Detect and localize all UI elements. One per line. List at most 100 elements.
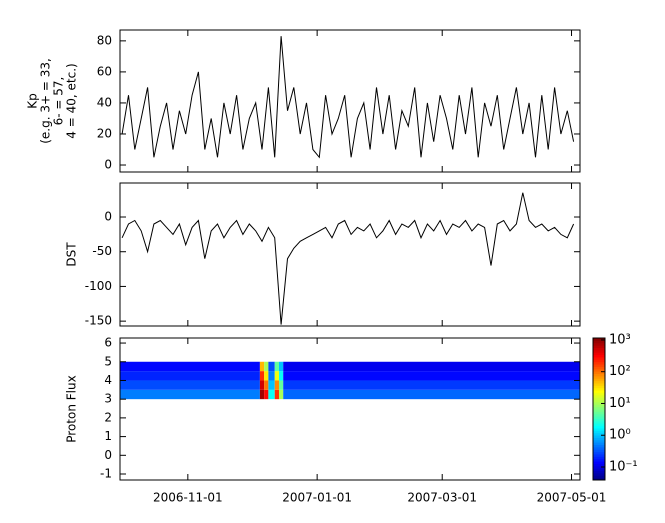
y-axis-label: DST — [65, 242, 79, 267]
colorbar-step — [593, 371, 605, 374]
colorbar-step — [593, 378, 605, 382]
y-axis-label: 6- = 57, — [52, 77, 66, 126]
colorbar-step — [593, 425, 605, 429]
colorbar-step — [593, 399, 605, 403]
colorbar-step — [593, 349, 605, 353]
colorbar-step — [593, 404, 605, 408]
colorbar-step — [593, 409, 605, 412]
colorbar-step — [593, 382, 605, 386]
cell — [283, 371, 580, 381]
colorbar-label: 10³ — [609, 332, 631, 347]
cell — [259, 371, 265, 381]
cell — [268, 361, 275, 372]
colorbar-step — [593, 356, 605, 360]
colorbar-step — [593, 338, 605, 341]
cell — [274, 389, 279, 400]
colorbar-step — [593, 352, 605, 356]
cell — [264, 361, 269, 372]
y-tick-label: -100 — [85, 279, 112, 293]
colorbar-step — [593, 359, 605, 363]
colorbar-frame — [592, 337, 606, 481]
colorbar-step — [593, 347, 605, 351]
y-tick-label: 3 — [104, 392, 112, 406]
line — [121, 192, 575, 325]
cell — [120, 361, 260, 372]
cell — [264, 380, 269, 390]
cell — [259, 389, 265, 400]
frame — [119, 182, 581, 327]
y-tick-label: 0 — [104, 158, 112, 172]
colorbar-step — [593, 392, 605, 396]
y-tick-label: 0 — [104, 210, 112, 224]
y-tick-label: 40 — [97, 95, 112, 109]
colorbar-step — [593, 458, 605, 462]
colorbar-step — [593, 413, 605, 417]
cell — [268, 371, 275, 381]
cell — [274, 380, 279, 390]
colorbar-step — [593, 456, 605, 460]
colorbar-step — [593, 446, 605, 450]
frame — [119, 337, 581, 481]
colorbar-step — [593, 439, 605, 443]
y-tick-label: 2 — [104, 410, 112, 424]
cell — [278, 380, 284, 390]
cell — [278, 371, 284, 381]
colorbar-step — [593, 354, 605, 358]
colorbar-step — [593, 342, 605, 346]
colorbar-step — [593, 345, 605, 348]
colorbar-step — [593, 340, 605, 344]
x-tick-label: 2007-05-01 — [537, 491, 607, 505]
y-tick-label: -150 — [85, 314, 112, 328]
colorbar-step — [593, 449, 605, 453]
colorbar-step — [593, 468, 605, 472]
colorbar-step — [593, 387, 605, 391]
cell — [274, 361, 279, 372]
colorbar-step — [593, 418, 605, 422]
colorbar-step — [593, 432, 605, 436]
colorbar-step — [593, 461, 605, 464]
y-tick-label: 0 — [104, 448, 112, 462]
colorbar-step — [593, 375, 605, 379]
y-tick-label: 60 — [97, 64, 112, 78]
colorbar-step — [593, 361, 605, 365]
colorbar-step — [593, 435, 605, 438]
cell — [120, 371, 260, 381]
colorbar-step — [593, 472, 605, 476]
cell — [268, 389, 275, 400]
cell — [278, 389, 284, 400]
cell — [264, 389, 269, 400]
colorbar-step — [593, 411, 605, 415]
colorbar-step — [593, 420, 605, 424]
colorbar-step — [593, 470, 605, 474]
y-tick-label: 5 — [104, 354, 112, 368]
cell — [283, 380, 580, 390]
colorbar-step — [593, 368, 605, 372]
colorbar-step — [593, 401, 605, 405]
plot — [120, 361, 580, 400]
colorbar-step — [593, 451, 605, 455]
cell — [268, 380, 275, 390]
cell — [120, 380, 260, 390]
x-tick-label: 2007-01-01 — [282, 491, 352, 505]
y-tick-label: 80 — [97, 33, 112, 47]
colorbar-step — [593, 475, 605, 479]
x-tick-label: 2006-11-01 — [153, 491, 223, 505]
colorbar-step — [593, 416, 605, 419]
y-tick-label: 6 — [104, 336, 112, 350]
colorbar-step — [593, 444, 605, 448]
cell — [278, 361, 284, 372]
y-axis-label: Proton Flux — [65, 375, 79, 442]
colorbar-step — [593, 430, 605, 434]
y-tick-label: 1 — [104, 429, 112, 443]
frame — [119, 29, 581, 173]
colorbar-step — [593, 453, 605, 457]
colorbar-step — [593, 477, 605, 481]
colorbar-label: 10¹ — [609, 396, 631, 411]
colorbar-step — [593, 423, 605, 427]
y-tick-label: -50 — [92, 244, 112, 258]
colorbar-step — [593, 463, 605, 467]
colorbar-label: 10⁻¹ — [609, 460, 638, 475]
y-axis-label: 4 = 40, etc.) — [65, 63, 79, 138]
cell — [274, 371, 279, 381]
